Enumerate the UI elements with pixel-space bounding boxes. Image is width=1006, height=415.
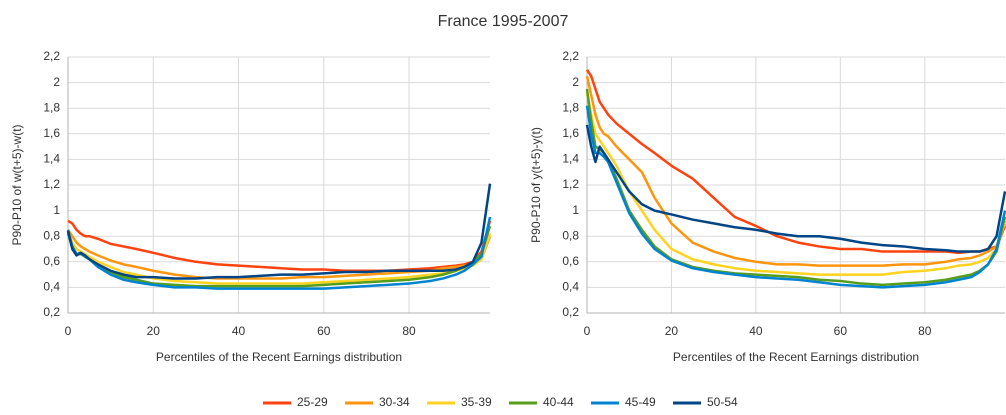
legend-label: 30-34: [379, 395, 410, 409]
y-tick-label: 2,2: [562, 49, 579, 63]
y-tick-label: 2,2: [43, 49, 60, 63]
legend-label: 50-54: [707, 395, 738, 409]
series-line: [67, 219, 492, 273]
y-axis-label: P90-P10 of w(t+5)-w(t): [10, 124, 24, 245]
x-axis-label: Percentiles of the Recent Earnings distr…: [673, 350, 919, 364]
y-tick-label: 1: [53, 203, 60, 217]
y-tick-label: 1,4: [562, 152, 579, 166]
y-tick-label: 1,2: [43, 177, 60, 191]
legend-label: 35-39: [461, 395, 492, 409]
y-tick-label: 0,4: [562, 280, 579, 294]
x-tick-label: 0: [584, 324, 591, 338]
x-tick-label: 40: [232, 324, 246, 338]
y-tick-label: 0,6: [562, 254, 579, 268]
x-tick-label: 40: [749, 324, 763, 338]
x-tick-label: 80: [402, 324, 416, 338]
y-tick-label: 1,2: [562, 177, 579, 191]
legend-label: 40-44: [543, 395, 574, 409]
figure-title: France 1995-2007: [438, 13, 569, 30]
x-tick-label: 0: [65, 324, 72, 338]
y-tick-label: 0,2: [562, 305, 579, 319]
y-tick-label: 1,8: [562, 100, 579, 114]
series-line: [585, 75, 1006, 267]
y-tick-label: 0,2: [43, 305, 60, 319]
y-tick-label: 0,4: [43, 280, 60, 294]
x-tick-label: 80: [918, 324, 932, 338]
y-tick-label: 1,6: [43, 126, 60, 140]
y-tick-label: 1: [572, 203, 579, 217]
y-tick-label: 0,8: [43, 228, 60, 242]
y-tick-label: 2: [572, 75, 579, 89]
series-line: [585, 105, 1006, 289]
y-tick-label: 1,8: [43, 100, 60, 114]
y-tick-label: 0,8: [562, 228, 579, 242]
x-tick-label: 20: [147, 324, 161, 338]
y-axis-label: P90-P10 of y(t+5)-y(t): [529, 127, 543, 243]
series-line: [66, 183, 492, 280]
y-tick-label: 1,6: [562, 126, 579, 140]
series-line: [585, 92, 1006, 276]
series-line: [585, 124, 1006, 253]
y-tick-label: 0,6: [43, 254, 60, 268]
x-axis-label: Percentiles of the Recent Earnings distr…: [156, 350, 402, 364]
series-line: [585, 69, 1006, 255]
x-tick-label: 60: [834, 324, 848, 338]
x-tick-label: 20: [665, 324, 679, 338]
legend-label: 25-29: [297, 395, 328, 409]
series-line: [66, 229, 492, 280]
x-tick-label: 60: [317, 324, 331, 338]
y-tick-label: 1,4: [43, 152, 60, 166]
legend-label: 45-49: [625, 395, 656, 409]
y-tick-label: 2: [53, 75, 60, 89]
